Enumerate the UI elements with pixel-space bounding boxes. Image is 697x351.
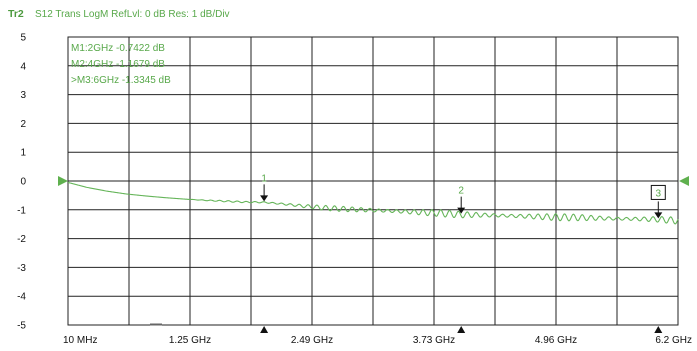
marker-position-triangle (457, 326, 466, 333)
active-marker-box (650, 184, 666, 200)
plot-grid (68, 37, 678, 325)
y-tick-label: -5 (17, 321, 26, 332)
marker-arrowhead (654, 212, 663, 219)
marker-position-indicators (260, 326, 663, 333)
y-tick-label: 0 (20, 177, 26, 188)
x-tick-label: 10 MHz (63, 335, 97, 346)
marker-number: 1 (261, 173, 267, 184)
y-tick-label: 1 (20, 148, 26, 159)
y-tick-label: -4 (17, 292, 26, 303)
trace-label[interactable]: Tr2 (8, 8, 24, 20)
marker-number: 3 (656, 188, 662, 199)
reference-level-right-arrow[interactable] (679, 176, 689, 186)
y-tick-label: -3 (17, 263, 26, 274)
marker-2[interactable]: 2 (457, 186, 466, 214)
reference-level-left-arrow[interactable] (58, 176, 68, 186)
x-tick-label: 3.73 GHz (413, 335, 455, 346)
y-tick-label: -2 (17, 234, 26, 245)
marker-arrowhead (457, 207, 466, 214)
marker-readout-1: M1:2GHz -0.7422 dB (71, 43, 165, 54)
marker-readouts: M1:2GHz -0.7422 dB M2:4GHz -1.1679 dB >M… (71, 43, 171, 86)
y-tick-label: 4 (20, 61, 26, 72)
x-axis-ticks: 10 MHz 1.25 GHz 2.49 GHz 3.73 GHz 4.96 GHz 6.… (63, 335, 692, 346)
markers: 1 2 3 (260, 173, 666, 219)
y-tick-label: 3 (20, 90, 26, 101)
marker-readout-3: >M3:6GHz -1.3345 dB (71, 75, 171, 86)
y-tick-label: 2 (20, 119, 26, 130)
marker-readout-2: M2:4GHz -1.1679 dB (71, 59, 165, 70)
y-tick-label: 5 (20, 33, 26, 44)
x-tick-label: 6.2 GHz (655, 335, 692, 346)
marker-position-triangle (260, 326, 269, 333)
x-tick-label: 1.25 GHz (169, 335, 211, 346)
measurement-info: S12 Trans LogM RefLvl: 0 dB Res: 1 dB/Di… (35, 9, 230, 20)
marker-3[interactable]: 3 (650, 184, 666, 219)
marker-number: 2 (458, 186, 464, 197)
trace-line (67, 181, 679, 225)
marker-position-triangle (654, 326, 663, 333)
y-axis-ticks: 5 4 3 2 1 0 -1 -2 -3 -4 -5 (17, 33, 26, 332)
x-tick-label: 4.96 GHz (535, 335, 577, 346)
x-tick-label: 2.49 GHz (291, 335, 333, 346)
marker-1[interactable]: 1 (260, 173, 269, 202)
y-tick-label: -1 (17, 205, 26, 216)
marker-arrowhead (260, 195, 269, 202)
